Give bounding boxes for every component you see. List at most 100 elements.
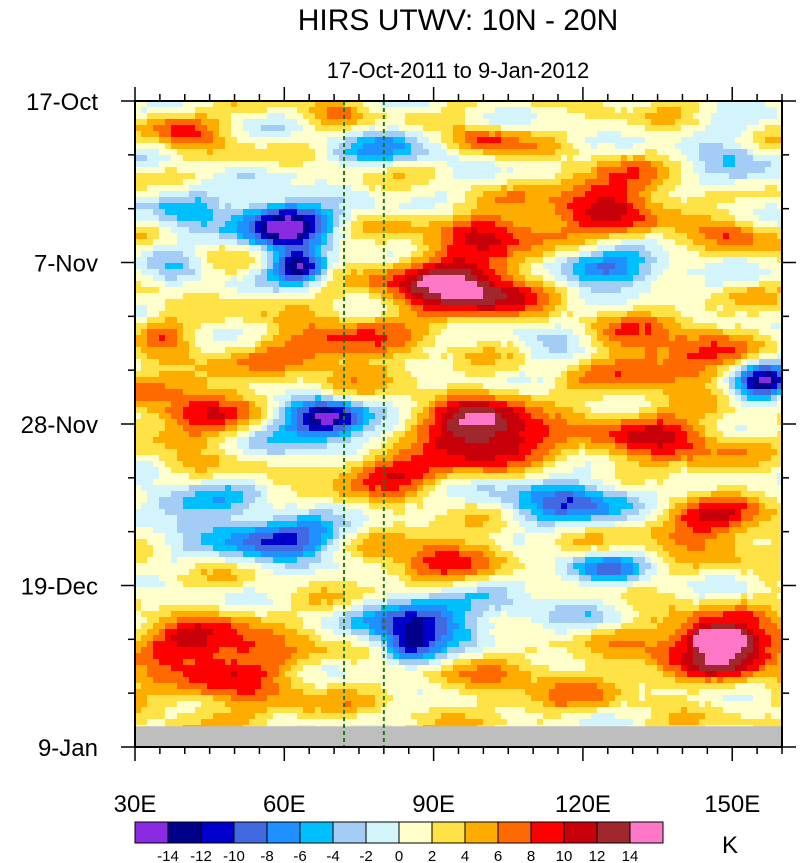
heatmap-cell <box>345 257 352 264</box>
heatmap-cell <box>429 119 436 126</box>
heatmap-cell <box>735 197 742 204</box>
heatmap-cell <box>255 317 262 324</box>
heatmap-cell <box>567 161 574 168</box>
heatmap-cell <box>147 227 154 234</box>
heatmap-cell <box>447 155 454 162</box>
heatmap-cell <box>507 125 514 132</box>
heatmap-cell <box>153 149 160 156</box>
heatmap-cell <box>279 173 286 180</box>
heatmap-cell <box>369 269 376 276</box>
heatmap-cell <box>297 119 304 126</box>
heatmap-cell <box>363 251 370 258</box>
heatmap-cell <box>585 323 592 330</box>
heatmap-cell <box>369 263 376 270</box>
heatmap-cell <box>777 119 782 126</box>
heatmap-cell <box>297 245 304 252</box>
heatmap-cell <box>609 149 616 156</box>
heatmap-cell <box>621 329 628 336</box>
heatmap-cell <box>417 287 424 294</box>
heatmap-cell <box>405 371 412 378</box>
heatmap-cell <box>201 263 208 270</box>
heatmap-cell <box>141 245 148 252</box>
heatmap-cell <box>225 359 232 366</box>
heatmap-cell <box>663 197 670 204</box>
heatmap-cell <box>363 185 370 192</box>
heatmap-cell <box>345 191 352 198</box>
heatmap-cell <box>399 209 406 216</box>
heatmap-cell <box>279 299 286 306</box>
heatmap-cell <box>183 299 190 306</box>
heatmap-cell <box>171 239 178 246</box>
heatmap-cell <box>159 143 166 150</box>
heatmap-cell <box>423 287 430 294</box>
heatmap-cell <box>579 251 586 258</box>
heatmap-cell <box>441 359 448 366</box>
heatmap-cell <box>405 233 412 240</box>
heatmap-cell <box>387 173 394 180</box>
heatmap-cell <box>639 167 646 174</box>
heatmap-cell <box>585 173 592 180</box>
heatmap-cell <box>381 221 388 228</box>
heatmap-cell <box>681 185 688 192</box>
heatmap-cell <box>189 353 196 360</box>
heatmap-cell <box>669 107 676 114</box>
heatmap-cell <box>645 143 652 150</box>
heatmap-cell <box>693 293 700 300</box>
heatmap-cell <box>693 353 700 360</box>
heatmap-cell <box>753 251 760 258</box>
heatmap-cell <box>645 269 652 276</box>
heatmap-cell <box>633 293 640 300</box>
heatmap-cell <box>537 287 544 294</box>
heatmap-cell <box>363 293 370 300</box>
heatmap-cell <box>765 359 772 366</box>
heatmap-cell <box>141 191 148 198</box>
heatmap-cell <box>465 293 472 300</box>
heatmap-cell <box>249 185 256 192</box>
heatmap-cell <box>561 293 568 300</box>
heatmap-cell <box>531 359 538 366</box>
heatmap-cell <box>171 215 178 222</box>
heatmap-cell <box>603 215 610 222</box>
heatmap-cell <box>159 335 166 342</box>
heatmap-cell <box>147 185 154 192</box>
heatmap-cell <box>585 215 592 222</box>
heatmap-cell <box>159 101 166 108</box>
heatmap-cell <box>531 209 538 216</box>
heatmap-cell <box>651 215 658 222</box>
heatmap-cell <box>183 119 190 126</box>
heatmap-cell <box>393 179 400 186</box>
heatmap-cell <box>351 245 358 252</box>
heatmap-cell <box>261 335 268 342</box>
heatmap-cell <box>621 293 628 300</box>
heatmap-cell <box>501 233 508 240</box>
heatmap-cell <box>519 245 526 252</box>
heatmap-cell <box>207 131 214 138</box>
heatmap-cell <box>549 197 556 204</box>
heatmap-cell <box>159 269 166 276</box>
heatmap-cell <box>405 257 412 264</box>
heatmap-cell <box>645 119 652 126</box>
heatmap-cell <box>231 353 238 360</box>
heatmap-cell <box>423 191 430 198</box>
heatmap-cell <box>771 299 778 306</box>
heatmap-cell <box>441 131 448 138</box>
heatmap-cell <box>549 335 556 342</box>
heatmap-cell <box>267 269 274 276</box>
heatmap-cell <box>255 353 262 360</box>
heatmap-cell <box>417 275 424 282</box>
heatmap-cell <box>297 353 304 360</box>
heatmap-cell <box>411 359 418 366</box>
heatmap-cell <box>207 167 214 174</box>
heatmap-cell <box>741 179 748 186</box>
heatmap-cell <box>327 311 334 318</box>
heatmap-cell <box>423 263 430 270</box>
heatmap-cell <box>639 179 646 186</box>
heatmap-cell <box>267 251 274 258</box>
heatmap-cell <box>645 359 652 366</box>
heatmap-cell <box>603 317 610 324</box>
heatmap-cell <box>597 245 604 252</box>
heatmap-cell <box>633 299 640 306</box>
heatmap-cell <box>219 137 226 144</box>
heatmap-cell <box>711 221 718 228</box>
heatmap-cell <box>471 161 478 168</box>
